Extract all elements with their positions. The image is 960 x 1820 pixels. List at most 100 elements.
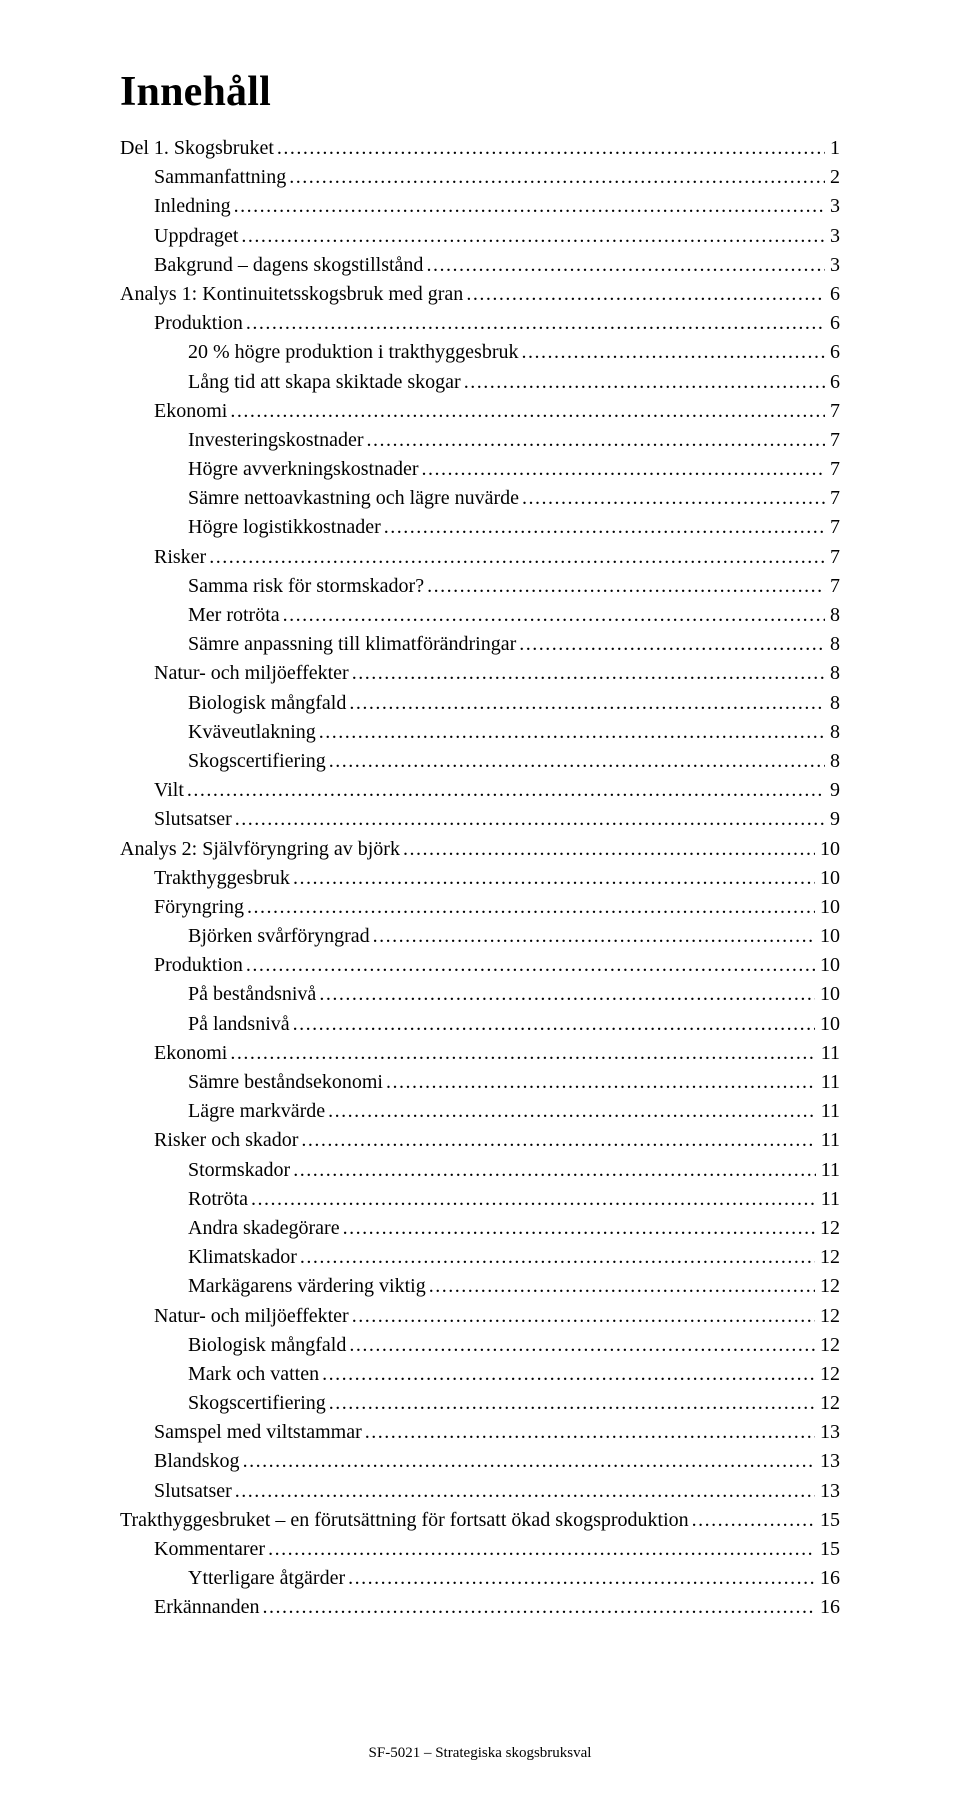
toc-page-number: 12 [818, 1272, 840, 1301]
toc-label: Stormskador [188, 1156, 290, 1185]
toc-leader-dots [329, 747, 825, 776]
toc-row: Biologisk mångfald12 [120, 1331, 840, 1360]
toc-row: Skogscertifiering8 [120, 747, 840, 776]
toc-leader-dots [427, 572, 825, 601]
toc-page-number: 13 [818, 1477, 840, 1506]
toc-row: Lång tid att skapa skiktade skogar 6 [120, 368, 840, 397]
toc-row: På landsnivå10 [120, 1010, 840, 1039]
toc-page-number: 10 [818, 922, 840, 951]
toc-page-number: 7 [828, 543, 840, 572]
toc-page-number: 1 [828, 134, 840, 163]
toc-row: På beståndsnivå10 [120, 980, 840, 1009]
toc-label: Skogscertifiering [188, 747, 326, 776]
toc-row: Andra skadegörare12 [120, 1214, 840, 1243]
toc-leader-dots [319, 980, 815, 1009]
toc-leader-dots [263, 1593, 815, 1622]
toc-leader-dots [293, 1010, 815, 1039]
page-title: Innehåll [120, 68, 840, 116]
toc-row: Ytterligare åtgärder16 [120, 1564, 840, 1593]
toc-page-number: 7 [828, 484, 840, 513]
toc-label: Björken svårföryngrad [188, 922, 370, 951]
toc-page-number: 11 [819, 1039, 840, 1068]
toc-page-number: 11 [819, 1126, 840, 1155]
toc-row: Samma risk för stormskador?7 [120, 572, 840, 601]
toc-leader-dots [343, 1214, 815, 1243]
toc-row: Markägarens värdering viktig12 [120, 1272, 840, 1301]
toc-leader-dots [277, 134, 825, 163]
toc-leader-dots [243, 1447, 815, 1476]
toc-page-number: 8 [828, 601, 840, 630]
toc-leader-dots [300, 1243, 815, 1272]
toc-row: Högre avverkningskostnader7 [120, 455, 840, 484]
toc-row: Investeringskostnader7 [120, 426, 840, 455]
toc-row: Analys 1: Kontinuitetsskogsbruk med gran… [120, 280, 840, 309]
toc-page-number: 10 [818, 893, 840, 922]
toc-row: Del 1. Skogsbruket1 [120, 134, 840, 163]
toc-row: Natur- och miljöeffekter12 [120, 1302, 840, 1331]
toc-row: Sämre beståndsekonomi11 [120, 1068, 840, 1097]
toc-page-number: 10 [818, 980, 840, 1009]
toc-page-number: 13 [818, 1418, 840, 1447]
toc-row: Mer rotröta8 [120, 601, 840, 630]
toc-leader-dots [373, 922, 815, 951]
toc-row: Sämre nettoavkastning och lägre nuvärde 7 [120, 484, 840, 513]
toc-page-number: 12 [818, 1331, 840, 1360]
toc-page-number: 3 [828, 251, 840, 280]
toc-leader-dots [293, 864, 815, 893]
toc-row: Blandskog13 [120, 1447, 840, 1476]
toc-leader-dots [367, 426, 825, 455]
toc-leader-dots [187, 776, 825, 805]
toc-label: Lägre markvärde [188, 1097, 325, 1126]
toc-page-number: 8 [828, 689, 840, 718]
toc-row: Rotröta11 [120, 1185, 840, 1214]
toc-page-number: 9 [828, 805, 840, 834]
toc-row: Erkännanden16 [120, 1593, 840, 1622]
toc-label: Sämre nettoavkastning och lägre nuvärde [188, 484, 519, 513]
toc-label: Sämre anpassning till klimatförändringar [188, 630, 516, 659]
toc-leader-dots [426, 251, 825, 280]
toc-leader-dots [235, 1477, 815, 1506]
toc-label: Investeringskostnader [188, 426, 364, 455]
toc-page-number: 10 [818, 835, 840, 864]
toc-label: Natur- och miljöeffekter [154, 1302, 349, 1331]
toc-label: Ekonomi [154, 1039, 227, 1068]
toc-page-number: 16 [818, 1564, 840, 1593]
toc-leader-dots [293, 1156, 816, 1185]
toc-row: Produktion10 [120, 951, 840, 980]
toc-label: Trakthyggesbruket – en förutsättning för… [120, 1506, 689, 1535]
toc-page-number: 6 [828, 309, 840, 338]
toc-label: Sämre beståndsekonomi [188, 1068, 383, 1097]
toc-label: Produktion [154, 951, 243, 980]
toc-page-number: 6 [828, 368, 840, 397]
toc-page-number: 7 [828, 513, 840, 542]
toc-leader-dots [692, 1506, 815, 1535]
toc-label: Slutsatser [154, 805, 232, 834]
toc-label: Högre avverkningskostnader [188, 455, 419, 484]
toc-label: Vilt [154, 776, 184, 805]
toc-label: Föryngring [154, 893, 244, 922]
toc-row: Stormskador11 [120, 1156, 840, 1185]
toc-row: Analys 2: Självföryngring av björk10 [120, 835, 840, 864]
toc-leader-dots [246, 309, 825, 338]
toc-row: Björken svårföryngrad 10 [120, 922, 840, 951]
toc-leader-dots [246, 951, 815, 980]
toc-label: Risker [154, 543, 206, 572]
toc-row: Sämre anpassning till klimatförändringar… [120, 630, 840, 659]
toc-row: Uppdraget3 [120, 222, 840, 251]
toc-label: Mark och vatten [188, 1360, 319, 1389]
toc-leader-dots [209, 543, 825, 572]
toc-label: Ekonomi [154, 397, 227, 426]
toc-row: Mark och vatten 12 [120, 1360, 840, 1389]
toc-label: På landsnivå [188, 1010, 290, 1039]
toc-label: Skogscertifiering [188, 1389, 326, 1418]
toc-label: Lång tid att skapa skiktade skogar [188, 368, 461, 397]
toc-page-number: 12 [818, 1360, 840, 1389]
toc-row: Skogscertifiering12 [120, 1389, 840, 1418]
toc-page-number: 8 [828, 630, 840, 659]
toc-leader-dots [352, 659, 825, 688]
toc-leader-dots [241, 222, 825, 251]
toc-page-number: 6 [828, 280, 840, 309]
toc-leader-dots [429, 1272, 815, 1301]
toc-leader-dots [349, 1331, 815, 1360]
toc-page-number: 11 [819, 1097, 840, 1126]
